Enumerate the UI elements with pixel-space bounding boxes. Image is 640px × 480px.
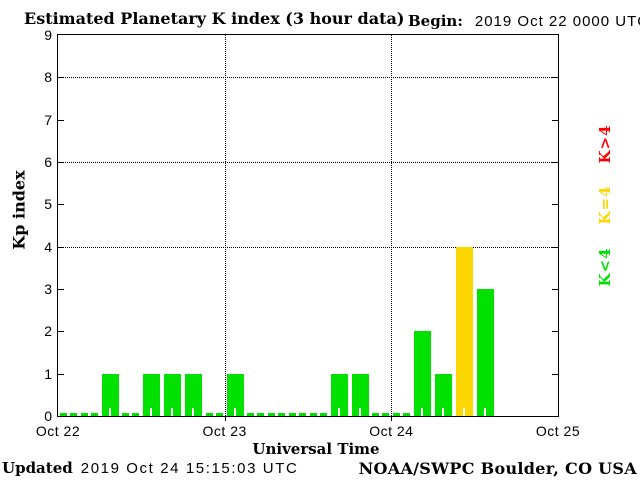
kp-bar	[476, 289, 494, 416]
kp-bar	[80, 413, 98, 416]
hour-tick-notch	[483, 408, 486, 416]
x-day-tick	[224, 416, 226, 421]
legend-item-Keq4: K=4	[596, 185, 614, 225]
kp-bar	[205, 413, 223, 416]
hour-tick-notch	[462, 408, 465, 416]
legend-item-Kgt4: K>4	[596, 124, 614, 164]
hour-tick-notch	[337, 408, 340, 416]
y-tick	[552, 373, 558, 375]
hour-tick-notch	[296, 413, 300, 416]
y-tick	[58, 289, 64, 290]
gridline-kp-6	[58, 162, 558, 163]
kp-bar	[393, 413, 411, 416]
updated-caption: Updated 2019 Oct 24 15:15:03 UTC	[2, 459, 298, 478]
begin-value: 2019 Oct 22 0000 UTC	[474, 13, 640, 30]
kp-bar	[59, 413, 77, 416]
y-tick	[58, 331, 64, 333]
y-tick	[58, 373, 64, 375]
kp-bar	[164, 373, 182, 416]
begin-label: Begin:	[408, 12, 463, 30]
y-tick-label: 9	[44, 27, 52, 43]
hour-tick-notch	[129, 413, 133, 416]
y-tick	[552, 77, 558, 79]
kp-bar	[101, 373, 119, 416]
day-boundary-line	[391, 35, 393, 416]
y-tick	[58, 162, 64, 163]
y-tick	[58, 119, 64, 121]
kp-bar	[372, 413, 390, 416]
hour-tick-notch	[171, 408, 174, 416]
y-tick	[552, 119, 558, 121]
y-tick	[552, 331, 558, 333]
y-tick-label: 5	[44, 196, 52, 213]
hour-tick-notch	[87, 413, 91, 416]
y-tick	[58, 77, 64, 79]
hour-tick-notch	[441, 408, 444, 416]
y-tick-label: 2	[44, 323, 52, 340]
y-tick-label: 4	[44, 238, 52, 255]
hour-tick-notch	[275, 413, 279, 416]
kp-bar	[309, 413, 327, 416]
gridline-kp-8	[58, 77, 558, 79]
x-tick-label: Oct 24	[369, 423, 414, 439]
kp-bar	[351, 373, 369, 416]
hour-tick-notch	[400, 413, 404, 416]
x-tick-label: Oct 23	[202, 423, 247, 439]
y-tick-label: 8	[44, 69, 52, 86]
y-tick-label: 1	[44, 365, 52, 382]
y-tick	[552, 204, 558, 206]
hour-tick-notch	[421, 408, 424, 416]
y-tick-label: 0	[44, 408, 52, 424]
kp-bar	[414, 331, 432, 416]
legend-item-Klt4: K<4	[596, 247, 614, 287]
hour-tick-notch	[108, 408, 111, 416]
y-tick	[58, 204, 64, 206]
y-tick	[58, 246, 64, 248]
gridline-kp-4	[58, 246, 558, 248]
kp-bar	[330, 373, 348, 416]
y-tick-label: 3	[44, 281, 52, 297]
y-tick-label: 7	[44, 111, 52, 128]
hour-tick-notch	[233, 408, 236, 416]
hour-tick-notch	[150, 408, 153, 416]
y-tick	[552, 246, 558, 248]
hour-tick-notch	[379, 413, 383, 416]
updated-label: Updated	[2, 459, 73, 477]
kp-bar	[434, 373, 452, 416]
begin-caption: Begin: 2019 Oct 22 0000 UTC	[408, 12, 640, 31]
y-tick-label: 6	[44, 154, 52, 170]
kp-bar	[455, 246, 473, 416]
kp-bar	[247, 413, 265, 416]
y-tick	[552, 289, 558, 290]
x-day-tick	[391, 416, 393, 421]
updated-value: 2019 Oct 24 15:15:03 UTC	[80, 460, 299, 477]
kp-bar	[184, 373, 202, 416]
hour-tick-notch	[212, 413, 216, 416]
y-tick	[552, 162, 558, 163]
credit-text: NOAA/SWPC Boulder, CO USA	[358, 459, 637, 478]
kp-bar	[289, 413, 307, 416]
chart-title: Estimated Planetary K index (3 hour data…	[24, 9, 405, 28]
hour-tick-notch	[254, 413, 258, 416]
x-axis-label: Universal Time	[252, 440, 380, 458]
x-tick-label: Oct 25	[535, 423, 581, 439]
kp-bar	[268, 413, 286, 416]
kp-bar	[143, 373, 161, 416]
hour-tick-notch	[191, 408, 194, 416]
hour-tick-notch	[358, 408, 361, 416]
day-boundary-line	[224, 35, 226, 416]
y-axis-label: Kp index	[9, 170, 29, 250]
hour-tick-notch	[316, 413, 320, 416]
x-tick-label: Oct 22	[35, 423, 81, 439]
hour-tick-notch	[66, 413, 70, 416]
plot-area	[57, 34, 559, 417]
kp-bar	[122, 413, 140, 416]
kp-bar	[226, 373, 244, 416]
